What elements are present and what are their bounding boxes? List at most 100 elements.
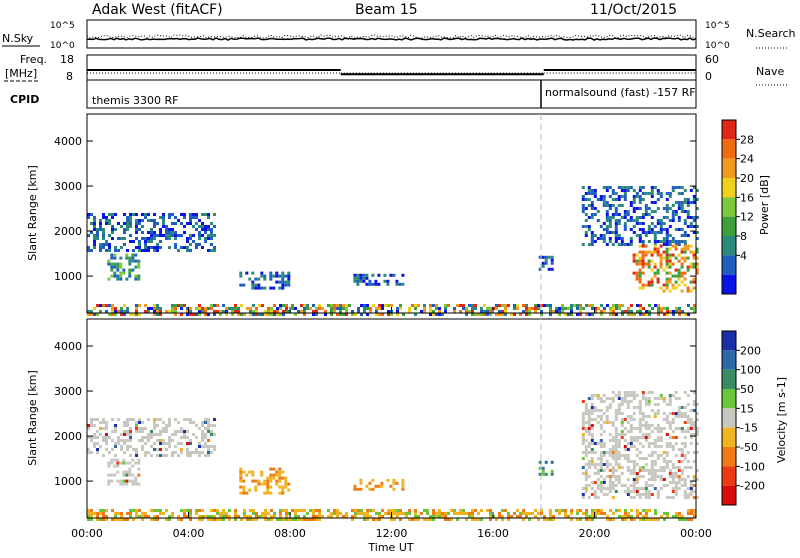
heat-cell [550,472,554,476]
heat-cell [137,467,141,471]
heat-cell [540,310,543,313]
heat-cell [207,448,210,451]
heat-cell [279,512,282,515]
heat-cell [687,518,690,521]
heat-cell [665,484,669,487]
heat-cell [584,198,588,201]
heat-cell [638,469,642,472]
heat-cell [680,406,684,409]
heat-cell [647,192,651,195]
heat-cell [204,228,207,231]
heat-cell [201,225,204,228]
heat-cell [611,454,615,457]
heat-cell [605,204,609,207]
heat-cell [665,204,669,207]
heat-cell [662,250,666,254]
heat-cell [122,473,126,477]
heat-cell [674,487,678,490]
heat-cell [690,307,693,310]
heat-cell [204,427,207,430]
heat-cell [156,246,159,249]
heat-cell [474,304,477,307]
heat-cell [495,307,498,310]
heat-cell [392,273,396,277]
heat-cell [122,461,126,465]
heat-cell [623,439,627,442]
heat-cell [584,192,588,195]
heat-cell [131,256,135,260]
heat-cell [378,313,381,316]
heat-cell [668,262,672,266]
heat-cell [674,274,678,278]
heat-cell [677,274,681,278]
heat-cell [99,243,102,246]
heat-cell [677,219,681,222]
heat-cell [620,189,624,192]
heat-cell [477,313,480,316]
heat-cell [102,418,105,421]
heat-cell [162,442,165,445]
heat-cell [611,481,615,484]
heat-cell [680,442,684,445]
heat-cell [558,509,561,512]
heat-cell [680,210,684,213]
heat-cell [638,240,642,243]
heat-cell [252,518,255,521]
heat-cell [617,406,621,409]
heat-cell [647,265,651,269]
heat-cell [108,436,111,439]
heat-cell [534,307,537,310]
heat-cell [641,445,645,448]
heat-cell [668,280,672,284]
heat-cell [357,307,360,310]
heat-cell [656,424,660,427]
colorbar-tick-label: 200 [740,344,761,357]
heat-cell [644,192,648,195]
heat-cell [239,271,243,275]
heat-cell [659,244,663,248]
heat-cell [674,436,678,439]
heat-cell [668,436,672,439]
heat-cell [666,512,669,515]
heat-cell [677,460,681,463]
heat-cell [189,454,192,457]
heat-cell [644,439,648,442]
heat-cell [111,518,114,521]
heat-cell [638,256,642,260]
heat-cell [626,406,630,409]
heat-cell [668,219,672,222]
heat-cell [590,234,594,237]
heat-cell [665,253,669,257]
heat-cell [647,415,651,418]
heat-cell [260,286,264,290]
heat-cell [474,307,477,310]
heat-cell [123,231,126,234]
heat-cell [354,515,357,518]
heat-cell [593,466,597,469]
heat-cell [695,418,699,421]
heat-cell [635,427,639,430]
heat-cell [93,307,96,310]
heat-cell [471,512,474,515]
heat-cell [141,518,144,521]
heat-cell [117,512,120,515]
heat-cell [110,274,114,278]
power-panel-frame [86,113,697,314]
heat-cell [629,219,633,222]
heat-cell [278,476,282,480]
heat-cell [587,424,591,427]
heat-cell [168,231,171,234]
heat-cell [174,433,177,436]
heat-cell [132,448,135,451]
heat-cell [156,249,159,252]
heat-cell [99,445,102,448]
heat-cell [195,448,198,451]
heat-cell [303,509,306,512]
heat-cell [213,234,216,237]
heat-cell [584,439,588,442]
heat-cell [605,219,609,222]
heat-cell [632,487,636,490]
heat-cell [623,243,627,246]
heat-cell [590,243,594,246]
heat-cell [650,195,654,198]
